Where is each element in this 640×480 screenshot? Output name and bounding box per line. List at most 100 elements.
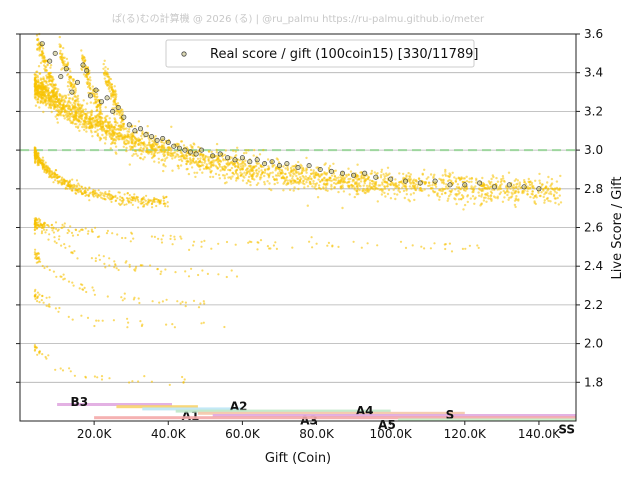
data-point [61,226,64,229]
data-point [234,154,238,157]
data-point [353,195,356,199]
data-point [394,178,397,181]
data-point [84,186,87,189]
data-point [439,189,442,192]
data-point [125,135,128,139]
highlighted-point [52,50,58,56]
data-point [397,183,400,187]
data-point [234,150,237,153]
data-point [290,182,293,185]
data-point [205,163,208,166]
data-point [54,102,57,106]
data-point [230,166,234,170]
data-point [212,159,215,162]
data-point [117,138,120,141]
data-point [165,156,169,159]
data-point [165,195,168,198]
data-point [386,166,390,169]
data-point [440,192,444,196]
data-point [481,176,484,180]
data-point [379,176,383,179]
data-point [469,197,472,200]
data-point [478,194,481,197]
data-point [140,197,144,201]
data-point [112,138,116,142]
data-point [143,198,146,201]
data-point [550,192,553,196]
data-point [447,194,451,198]
data-point [98,139,102,142]
data-point [69,85,72,88]
data-point [139,143,142,147]
data-point [489,190,493,193]
data-point [352,240,355,243]
data-point [64,94,68,98]
data-point [444,170,447,173]
data-point [218,163,221,166]
data-point [507,171,511,174]
highlighted-point [269,159,275,165]
data-point [432,191,435,194]
data-point [108,120,112,124]
data-point [398,190,402,194]
data-point [67,280,71,283]
data-point [43,60,46,63]
data-point [80,314,83,317]
data-point [266,172,269,176]
data-point [284,178,287,182]
data-point [457,198,461,201]
data-point [542,195,545,199]
data-point [247,149,250,152]
data-point [82,73,86,76]
data-point [37,256,41,259]
data-point [45,296,48,299]
data-point [389,197,393,200]
data-point [79,283,83,286]
data-point [554,197,557,200]
data-point [383,177,386,180]
data-point [112,92,115,96]
data-point [137,200,140,203]
data-point [120,126,123,130]
data-point [86,232,90,235]
data-point [297,182,301,185]
data-point [530,181,534,185]
data-point [253,148,256,152]
data-point [365,184,369,188]
data-point [48,92,51,95]
data-point [142,147,145,151]
data-point [89,101,93,104]
data-point [544,185,548,188]
data-point [66,103,69,106]
x-tick-label: 80.0K [299,427,335,441]
data-point [288,188,292,192]
highlighted-point [432,178,438,184]
data-point [169,234,172,237]
data-point [214,172,218,176]
data-point [241,179,245,182]
data-point [56,174,59,177]
data-point [99,103,102,107]
data-point [43,98,47,102]
data-point [44,167,47,170]
data-point [447,197,450,200]
data-point [68,80,72,83]
data-point [355,181,358,184]
data-point [429,173,433,176]
data-point [181,300,184,303]
data-point [64,110,68,113]
rank-bar [398,418,576,422]
data-point [103,192,106,195]
data-point [160,238,163,241]
data-point [36,296,39,300]
data-point [330,188,333,191]
data-point [144,145,147,148]
data-point [217,273,220,276]
data-point [137,297,140,300]
data-point [254,169,258,172]
data-point [45,80,48,84]
data-point [169,149,173,152]
data-point [386,192,390,196]
data-point [36,353,39,356]
data-point [190,166,194,169]
